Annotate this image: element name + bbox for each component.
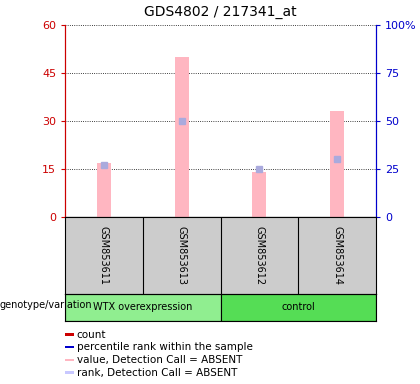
Bar [97,162,111,217]
Text: value, Detection Call = ABSENT: value, Detection Call = ABSENT [77,355,242,365]
Bar [175,57,189,217]
Text: GSM853613: GSM853613 [177,226,186,285]
Bar [252,172,266,217]
Bar [65,371,74,374]
Text: count: count [77,329,106,339]
Text: rank, Detection Call = ABSENT: rank, Detection Call = ABSENT [77,367,237,377]
Bar [65,294,220,321]
Bar [65,333,74,336]
Text: GSM853611: GSM853611 [99,226,109,285]
Text: GSM853612: GSM853612 [255,226,264,285]
Text: GSM853614: GSM853614 [332,226,342,285]
Text: control: control [281,302,315,312]
Text: genotype/variation: genotype/variation [0,300,93,310]
Bar [220,294,376,321]
Text: WTX overexpression: WTX overexpression [93,302,192,312]
Text: GDS4802 / 217341_at: GDS4802 / 217341_at [144,5,297,19]
Bar [65,346,74,348]
Bar [330,111,344,217]
Text: percentile rank within the sample: percentile rank within the sample [77,342,253,352]
Bar [65,359,74,361]
